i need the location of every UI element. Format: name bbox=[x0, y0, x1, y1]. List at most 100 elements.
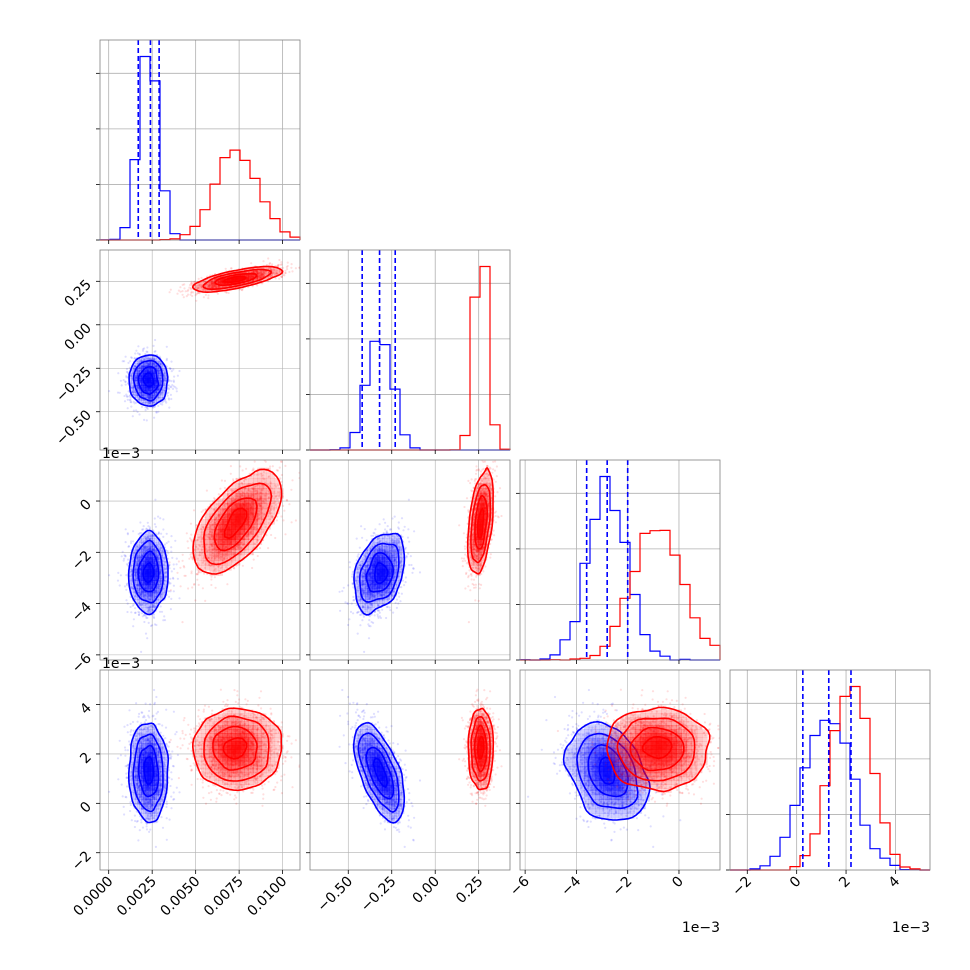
data-point bbox=[142, 401, 145, 404]
data-point bbox=[162, 567, 165, 570]
density-cell bbox=[129, 375, 132, 379]
data-point bbox=[152, 406, 155, 409]
data-point bbox=[147, 401, 150, 404]
data-point bbox=[129, 396, 132, 399]
data-point bbox=[278, 258, 281, 262]
data-point bbox=[200, 286, 203, 289]
data-point bbox=[144, 597, 147, 600]
density-cell bbox=[144, 363, 148, 367]
data-point bbox=[135, 374, 138, 377]
panel-frame bbox=[309, 249, 511, 451]
density-cell bbox=[158, 380, 161, 384]
data-point bbox=[241, 289, 244, 292]
density-cell bbox=[137, 390, 140, 393]
data-point bbox=[142, 366, 145, 369]
data-point bbox=[148, 608, 151, 611]
density-cell bbox=[146, 397, 150, 401]
density-cell bbox=[154, 363, 157, 367]
density-cell bbox=[235, 274, 241, 277]
data-point bbox=[176, 292, 179, 295]
data-point bbox=[157, 586, 160, 589]
data-point bbox=[148, 593, 151, 596]
data-point bbox=[155, 398, 158, 401]
density-cell bbox=[131, 375, 134, 379]
density-cell bbox=[135, 380, 138, 384]
data-point bbox=[143, 347, 146, 350]
data-point bbox=[267, 266, 270, 270]
data-point bbox=[270, 273, 273, 276]
data-point bbox=[141, 590, 144, 594]
data-point bbox=[205, 286, 208, 289]
density-cell bbox=[152, 607, 155, 612]
data-point bbox=[211, 281, 214, 285]
panel-background bbox=[100, 460, 300, 660]
data-point bbox=[152, 392, 156, 395]
data-point bbox=[142, 363, 145, 366]
data-point bbox=[160, 362, 163, 365]
data-point bbox=[133, 573, 136, 577]
data-point bbox=[276, 272, 279, 275]
density-cell bbox=[146, 380, 150, 384]
data-point bbox=[155, 549, 158, 553]
data-point bbox=[163, 378, 166, 382]
data-point bbox=[169, 590, 172, 593]
data-point bbox=[134, 379, 137, 382]
data-point bbox=[131, 415, 134, 418]
data-point bbox=[211, 286, 214, 289]
data-point bbox=[129, 399, 132, 402]
data-point bbox=[209, 281, 212, 284]
density-cell bbox=[137, 397, 140, 401]
data-point bbox=[141, 395, 144, 398]
data-point bbox=[153, 416, 156, 419]
data-point bbox=[259, 269, 263, 273]
data-point bbox=[140, 392, 143, 395]
data-point bbox=[161, 403, 164, 406]
data-point bbox=[273, 268, 276, 271]
data-point bbox=[142, 528, 145, 531]
density-cell bbox=[164, 380, 167, 384]
data-point bbox=[148, 397, 151, 400]
data-point bbox=[210, 282, 213, 285]
density-cell bbox=[154, 365, 157, 369]
density-cell bbox=[131, 368, 134, 372]
data-point bbox=[258, 272, 261, 275]
data-point bbox=[158, 381, 161, 384]
data-point bbox=[153, 363, 156, 366]
density-cell bbox=[139, 603, 142, 608]
panel-background bbox=[100, 250, 300, 450]
data-point bbox=[132, 367, 135, 370]
density-cell bbox=[135, 361, 138, 364]
data-point bbox=[151, 599, 154, 602]
data-point bbox=[129, 605, 132, 609]
density-cell bbox=[139, 368, 142, 372]
density-cell bbox=[152, 361, 155, 364]
data-point bbox=[263, 272, 266, 275]
data-point bbox=[145, 602, 148, 606]
data-point bbox=[116, 579, 120, 582]
density-cell bbox=[158, 392, 161, 396]
data-point bbox=[147, 597, 150, 601]
data-point bbox=[149, 396, 153, 399]
density-cell bbox=[141, 368, 144, 372]
data-point bbox=[143, 359, 146, 362]
data-point bbox=[138, 366, 141, 369]
density-cell bbox=[148, 368, 151, 372]
data-point bbox=[157, 515, 160, 518]
density-cell bbox=[133, 387, 136, 391]
density-cell bbox=[162, 365, 165, 369]
density-cell bbox=[144, 395, 148, 398]
density-cell bbox=[154, 358, 157, 362]
density-cell bbox=[143, 595, 146, 601]
density-cell bbox=[248, 271, 254, 273]
data-point bbox=[206, 283, 209, 287]
data-point bbox=[214, 284, 217, 287]
data-point bbox=[164, 575, 167, 578]
data-point bbox=[144, 615, 147, 618]
data-point bbox=[211, 283, 214, 286]
data-point bbox=[159, 582, 162, 585]
density-cell bbox=[154, 380, 157, 384]
data-point bbox=[143, 613, 146, 617]
data-point bbox=[137, 591, 140, 595]
data-point bbox=[211, 281, 214, 284]
data-point bbox=[181, 290, 184, 293]
